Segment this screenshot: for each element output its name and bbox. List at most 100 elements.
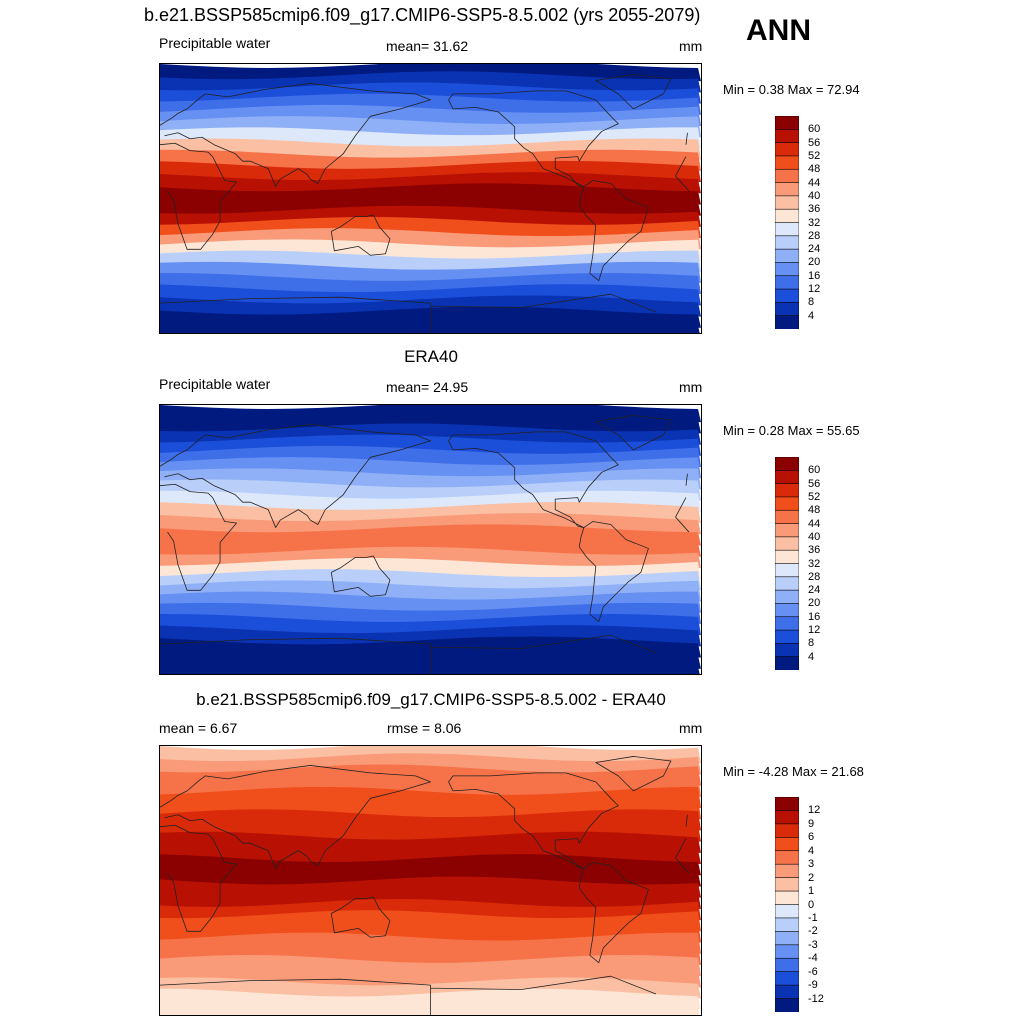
map-obs xyxy=(159,404,702,675)
colorbar-diff xyxy=(775,797,799,1012)
colorbar-diff-swatch xyxy=(775,931,799,946)
colorbar-model-tick-label: 56 xyxy=(808,136,821,149)
colorbar-model-tick-label: 60 xyxy=(808,123,821,136)
colorbar-model-swatch xyxy=(775,182,799,197)
colorbar-diff-swatch xyxy=(775,797,799,812)
colorbar-model-swatch xyxy=(775,142,799,157)
coastlines xyxy=(160,415,690,674)
colorbar-obs-tick-label: 20 xyxy=(808,597,821,610)
colorbar-model-swatch xyxy=(775,222,799,237)
colorbar-diff-swatch xyxy=(775,863,799,879)
coastlines xyxy=(160,756,690,1015)
colorbar-obs-swatch xyxy=(775,549,799,565)
panel-obs-title: ERA40 xyxy=(404,347,458,366)
coastline xyxy=(330,896,391,938)
colorbar-obs-tick-label: 24 xyxy=(808,584,821,597)
colorbar-model-swatch xyxy=(775,248,799,264)
colorbar-obs-swatch xyxy=(775,523,799,538)
colorbar-diff-tick-label: -1 xyxy=(808,911,818,924)
panel-obs-variable: Precipitable water xyxy=(159,376,271,392)
panel-model-mean: mean= 31.62 xyxy=(386,38,469,54)
colorbar-diff-tick-label: -6 xyxy=(808,965,818,978)
colorbar-model-swatch xyxy=(775,315,799,329)
coastlines xyxy=(160,74,690,333)
colorbar-diff-swatch xyxy=(775,837,799,852)
colorbar-model-tick-label: 12 xyxy=(808,283,821,296)
colorbar-model-swatch xyxy=(775,168,799,184)
colorbar-model-tick-label: 36 xyxy=(808,203,821,216)
colorbar-diff-swatch xyxy=(775,944,799,960)
panel-model-variable: Precipitable water xyxy=(159,35,271,51)
colorbar-obs xyxy=(775,457,799,670)
field-band xyxy=(160,865,701,887)
colorbar-diff-tick-label: 2 xyxy=(808,871,815,884)
colorbar-obs-swatch xyxy=(775,643,799,658)
map-model xyxy=(159,63,702,334)
coastline xyxy=(160,293,657,333)
colorbar-diff-swatch xyxy=(775,823,799,839)
colorbar-obs-tick-label: 40 xyxy=(808,530,821,543)
colorbar-model-swatch xyxy=(775,155,799,171)
colorbar-obs-swatch xyxy=(775,509,799,525)
colorbar-diff-swatch xyxy=(775,877,799,892)
colorbar-diff-swatch xyxy=(775,998,799,1012)
colorbar-diff-tick-label: 9 xyxy=(808,817,815,830)
colorbar-diff-swatch xyxy=(775,810,799,825)
colorbar-diff-tick-label: -12 xyxy=(808,992,824,1005)
colorbar-model-swatch xyxy=(775,235,799,250)
colorbar-model-swatch xyxy=(775,275,799,290)
colorbar-model-swatch xyxy=(775,262,799,277)
coastline xyxy=(160,634,657,674)
colorbar-model-swatch xyxy=(775,116,799,131)
panel-diff-rmse: rmse = 8.06 xyxy=(387,720,462,736)
minmax-diff: Min = -4.28 Max = 21.68 xyxy=(723,764,864,779)
colorbar-diff-tick-label: 12 xyxy=(808,804,821,817)
colorbar-model-tick-label: 20 xyxy=(808,256,821,269)
field-band xyxy=(160,876,701,898)
colorbar-model xyxy=(775,116,799,329)
coastline xyxy=(160,483,690,591)
colorbar-obs-tick-label: 32 xyxy=(808,557,821,570)
colorbar-obs-swatch xyxy=(775,629,799,645)
colorbar-model-tick-label: 48 xyxy=(808,163,821,176)
colorbar-obs-tick-label: 4 xyxy=(808,650,815,663)
colorbar-obs-tick-label: 44 xyxy=(808,517,821,530)
colorbar-obs-swatch xyxy=(775,656,799,670)
field-band xyxy=(160,999,700,1015)
coastline xyxy=(578,521,649,623)
field-band xyxy=(160,658,700,674)
panel-obs-units: mm xyxy=(679,379,703,395)
colorbar-diff-tick-label: -9 xyxy=(808,979,818,992)
colorbar-diff-tick-label: -2 xyxy=(808,925,818,938)
colorbar-obs-tick-label: 16 xyxy=(808,610,821,623)
colorbar-model-swatch xyxy=(775,208,799,224)
colorbar-diff-tick-label: 0 xyxy=(808,898,815,911)
colorbar-model-tick-label: 40 xyxy=(808,189,821,202)
colorbar-model-swatch xyxy=(775,129,799,144)
coastline xyxy=(160,142,690,250)
colorbar-diff-swatch xyxy=(775,890,799,906)
colorbar-diff-tick-label: 3 xyxy=(808,858,815,871)
season-label: ANN xyxy=(746,14,811,47)
colorbar-model-tick-label: 52 xyxy=(808,149,821,162)
colorbar-diff-swatch xyxy=(775,904,799,919)
field-band xyxy=(160,317,700,333)
colorbar-obs-swatch xyxy=(775,563,799,578)
colorbar-obs-swatch xyxy=(775,496,799,512)
minmax-model: Min = 0.38 Max = 72.94 xyxy=(723,82,860,97)
colorbar-obs-swatch xyxy=(775,603,799,618)
colorbar-obs-swatch xyxy=(775,457,799,472)
colorbar-diff-tick-label: 1 xyxy=(808,885,815,898)
colorbar-obs-tick-label: 52 xyxy=(808,490,821,503)
coastline xyxy=(448,772,619,869)
colorbar-diff-tick-label: 6 xyxy=(808,831,815,844)
coastline xyxy=(578,180,649,282)
panel-obs-mean: mean= 24.95 xyxy=(386,379,469,395)
colorbar-diff-swatch xyxy=(775,984,799,1000)
colorbar-diff-swatch xyxy=(775,971,799,986)
colorbar-diff-tick-label: -4 xyxy=(808,952,818,965)
coastline xyxy=(330,555,391,597)
colorbar-obs-tick-label: 28 xyxy=(808,570,821,583)
colorbar-obs-swatch xyxy=(775,536,799,551)
colorbar-diff-tick-label: 4 xyxy=(808,844,815,857)
